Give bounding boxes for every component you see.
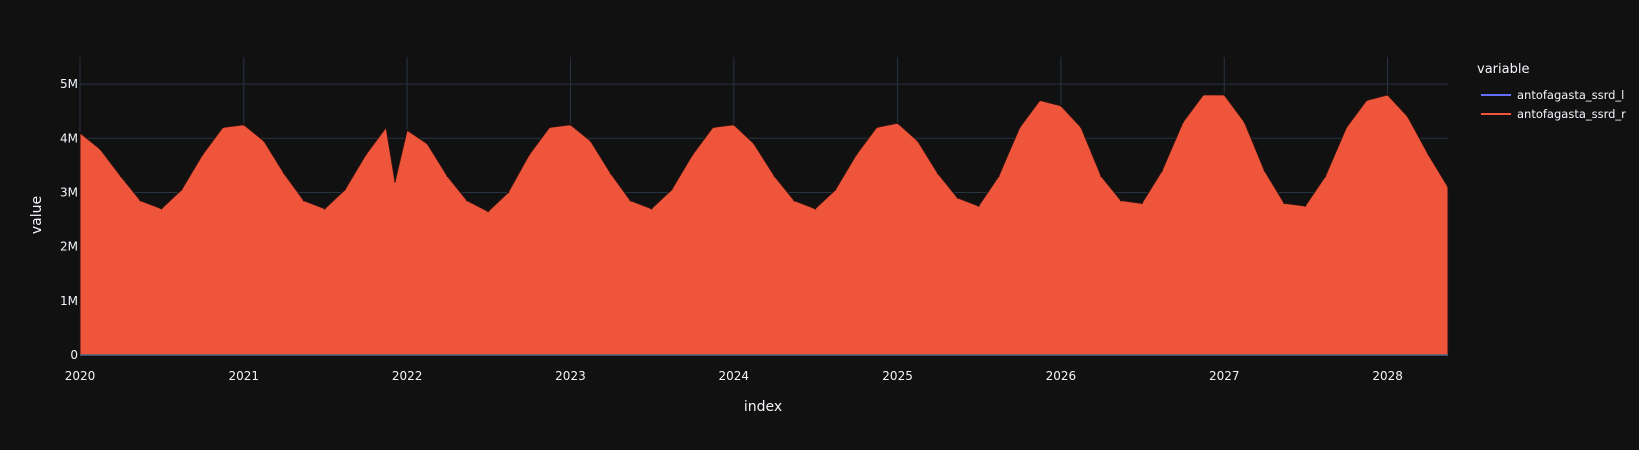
x-tick-label: 2023: [555, 369, 586, 383]
data-point: [753, 142, 755, 145]
data-point: [242, 123, 245, 126]
y-tick-label: 5M: [60, 77, 78, 91]
legend-swatch-ssrd-r: [1481, 112, 1511, 115]
data-point: [201, 153, 204, 156]
data-point: [1304, 205, 1307, 207]
data-point: [773, 175, 776, 177]
data-point: [1080, 126, 1082, 129]
data-point: [609, 172, 612, 175]
data-point: [875, 126, 878, 129]
legend-title: variable: [1477, 62, 1530, 77]
data-point: [814, 207, 817, 210]
data-point: [99, 148, 101, 150]
series-area-1[interactable]: [79, 94, 1449, 356]
data-point: [394, 180, 396, 183]
data-point: [1018, 126, 1021, 129]
data-point: [79, 132, 81, 134]
x-tick-label: 2028: [1372, 369, 1403, 383]
data-point: [937, 172, 939, 175]
data-point: [670, 188, 673, 191]
data-point: [1120, 199, 1122, 202]
data-point: [1345, 126, 1348, 129]
data-point: [344, 188, 346, 191]
data-point: [855, 153, 858, 156]
data-point: [1365, 99, 1368, 102]
data-point: [650, 207, 653, 210]
data-point: [977, 205, 980, 207]
y-tick-label: 2M: [60, 240, 78, 254]
data-point: [834, 188, 837, 191]
data-point: [365, 153, 367, 156]
data-point: [711, 126, 714, 129]
data-point: [1202, 94, 1205, 96]
y-tick-label: 1M: [60, 294, 78, 308]
data-point: [1223, 94, 1226, 96]
data-point: [283, 172, 285, 175]
data-point: [732, 123, 735, 126]
data-point: [793, 199, 796, 202]
x-tick-label: 2022: [392, 369, 423, 383]
data-point: [406, 129, 408, 131]
data-point: [997, 175, 1000, 177]
x-tick-label: 2027: [1209, 369, 1240, 383]
x-tick-label: 2021: [229, 369, 260, 383]
x-tick-label: 2025: [882, 369, 913, 383]
data-point: [1039, 99, 1041, 102]
data-point: [629, 199, 632, 202]
data-point: [528, 153, 531, 156]
data-point: [507, 191, 510, 194]
data-point: [180, 188, 183, 191]
y-tick-label: 4M: [60, 131, 78, 145]
data-point: [466, 199, 468, 202]
legend: variable antofagasta_ssrd_l antofagasta_…: [1477, 62, 1626, 123]
legend-item-ssrd-l[interactable]: antofagasta_ssrd_l: [1477, 85, 1626, 104]
data-point: [1100, 175, 1102, 177]
data-point: [589, 140, 592, 142]
data-point: [263, 140, 265, 142]
x-tick-label: 2020: [65, 369, 96, 383]
y-tick-label: 0: [70, 348, 78, 362]
data-point: [1324, 175, 1327, 177]
data-point: [1060, 104, 1062, 107]
data-point: [569, 123, 572, 126]
data-point: [1406, 115, 1409, 118]
data-point: [916, 140, 919, 142]
data-point: [1386, 94, 1389, 96]
data-point: [956, 197, 959, 199]
data-point: [691, 153, 694, 156]
data-point: [1447, 186, 1449, 188]
data-point: [385, 126, 387, 129]
legend-label-ssrd-r: antofagasta_ssrd_r: [1517, 106, 1626, 121]
y-tick-label: 3M: [60, 185, 78, 199]
x-axis-title: index: [744, 399, 782, 415]
data-point: [1141, 202, 1143, 205]
data-point: [302, 199, 305, 202]
data-point: [1283, 202, 1286, 205]
x-tick-label: 2024: [719, 369, 750, 383]
y-axis-title: value: [29, 196, 45, 234]
data-point: [896, 122, 899, 124]
data-point: [139, 199, 142, 202]
data-point: [221, 126, 224, 129]
data-point: [1263, 169, 1266, 172]
data-point: [160, 207, 163, 210]
legend-item-ssrd-r[interactable]: antofagasta_ssrd_r: [1477, 104, 1626, 123]
data-point: [548, 126, 551, 129]
data-point: [323, 207, 326, 210]
data-point: [446, 175, 449, 177]
x-tick-label: 2026: [1046, 369, 1077, 383]
data-point: [426, 142, 429, 145]
data-point: [1161, 169, 1163, 172]
data-point: [1427, 153, 1430, 156]
legend-label-ssrd-l: antofagasta_ssrd_l: [1517, 87, 1625, 102]
data-point: [1182, 121, 1184, 123]
data-point: [487, 210, 489, 213]
legend-swatch-ssrd-l: [1481, 93, 1511, 96]
data-point: [119, 175, 122, 177]
data-point: [1243, 121, 1246, 123]
